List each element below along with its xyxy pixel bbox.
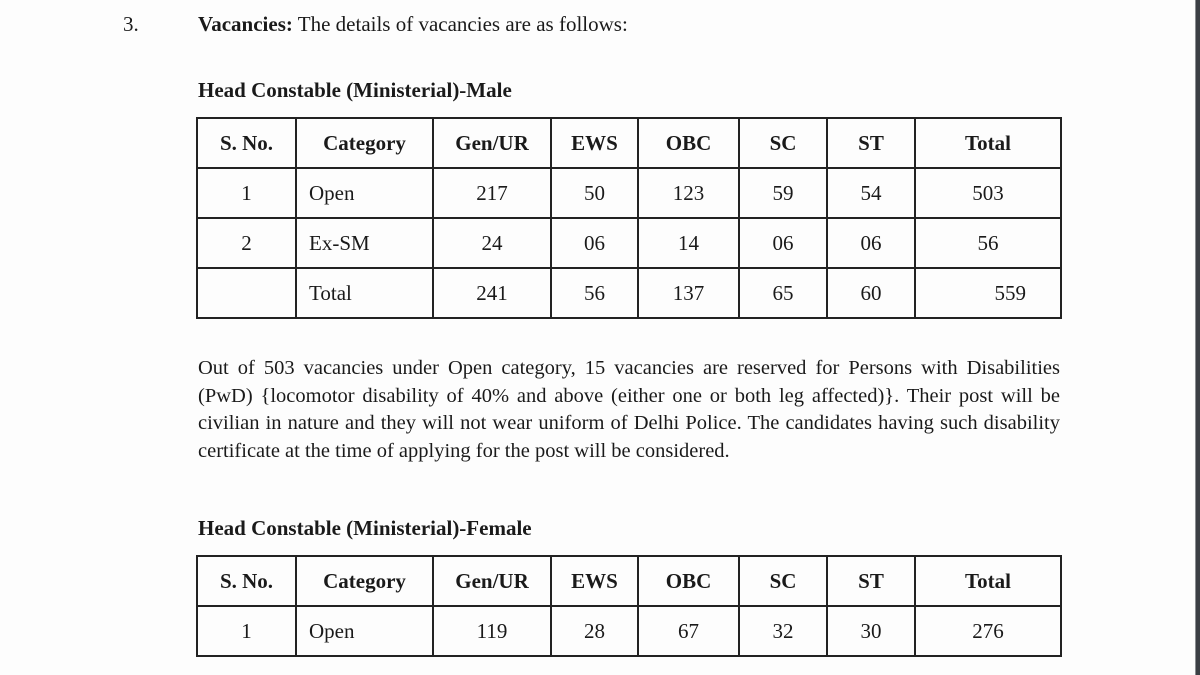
cell-sc: 59 (738, 167, 828, 219)
cell-total: 276 (914, 605, 1062, 657)
table-total-row: Total 241 56 137 65 60 559 (196, 267, 1062, 319)
cell-total: 56 (914, 217, 1062, 269)
cell-total: 559 (914, 267, 1062, 319)
col-header-total: Total (914, 117, 1062, 169)
table-row: 1 Open 217 50 123 59 54 503 (196, 167, 1062, 219)
col-header-st: ST (826, 555, 916, 607)
cell-gen-ur: 241 (432, 267, 552, 319)
cell-sno: 2 (196, 217, 297, 269)
col-header-ews: EWS (550, 117, 639, 169)
cell-gen-ur: 119 (432, 605, 552, 657)
window-edge-scrollbar (1195, 0, 1200, 675)
female-vacancy-table: S. No. Category Gen/UR EWS OBC SC ST Tot… (196, 555, 1062, 657)
cell-sc: 65 (738, 267, 828, 319)
col-header-obc: OBC (637, 555, 740, 607)
section-number: 3. (123, 12, 139, 36)
cell-obc: 137 (637, 267, 740, 319)
section-title-text: The details of vacancies are as follows: (292, 12, 628, 36)
cell-category: Open (295, 605, 434, 657)
cell-sno: 1 (196, 167, 297, 219)
cell-st: 60 (826, 267, 916, 319)
cell-gen-ur: 217 (432, 167, 552, 219)
cell-st: 54 (826, 167, 916, 219)
col-header-sc: SC (738, 555, 828, 607)
table-row: 1 Open 119 28 67 32 30 276 (196, 605, 1062, 657)
male-table-heading: Head Constable (Ministerial)-Male (198, 78, 512, 102)
col-header-gen-ur: Gen/UR (432, 555, 552, 607)
cell-st: 06 (826, 217, 916, 269)
cell-ews: 06 (550, 217, 639, 269)
pwd-reservation-note: Out of 503 vacancies under Open category… (198, 357, 1060, 462)
cell-obc: 14 (637, 217, 740, 269)
cell-sc: 32 (738, 605, 828, 657)
col-header-ews: EWS (550, 555, 639, 607)
col-header-category: Category (295, 117, 434, 169)
cell-gen-ur: 24 (432, 217, 552, 269)
cell-category: Total (295, 267, 434, 319)
section-title-label: Vacancies: (198, 12, 293, 36)
col-header-obc: OBC (637, 117, 740, 169)
cell-sc: 06 (738, 217, 828, 269)
table-header-row: S. No. Category Gen/UR EWS OBC SC ST Tot… (196, 555, 1062, 607)
cell-obc: 123 (637, 167, 740, 219)
table-row: 2 Ex-SM 24 06 14 06 06 56 (196, 217, 1062, 269)
col-header-total: Total (914, 555, 1062, 607)
male-vacancy-table: S. No. Category Gen/UR EWS OBC SC ST Tot… (196, 117, 1062, 319)
cell-sno: 1 (196, 605, 297, 657)
cell-obc: 67 (637, 605, 740, 657)
cell-ews: 56 (550, 267, 639, 319)
col-header-sno: S. No. (196, 555, 297, 607)
col-header-st: ST (826, 117, 916, 169)
cell-category: Ex-SM (295, 217, 434, 269)
cell-ews: 28 (550, 605, 639, 657)
col-header-sno: S. No. (196, 117, 297, 169)
female-table-heading: Head Constable (Ministerial)-Female (198, 516, 532, 540)
cell-ews: 50 (550, 167, 639, 219)
cell-total: 503 (914, 167, 1062, 219)
table-header-row: S. No. Category Gen/UR EWS OBC SC ST Tot… (196, 117, 1062, 169)
col-header-category: Category (295, 555, 434, 607)
section-title: Vacancies: The details of vacancies are … (198, 12, 628, 37)
col-header-gen-ur: Gen/UR (432, 117, 552, 169)
cell-category: Open (295, 167, 434, 219)
col-header-sc: SC (738, 117, 828, 169)
cell-st: 30 (826, 605, 916, 657)
cell-sno (196, 267, 297, 319)
